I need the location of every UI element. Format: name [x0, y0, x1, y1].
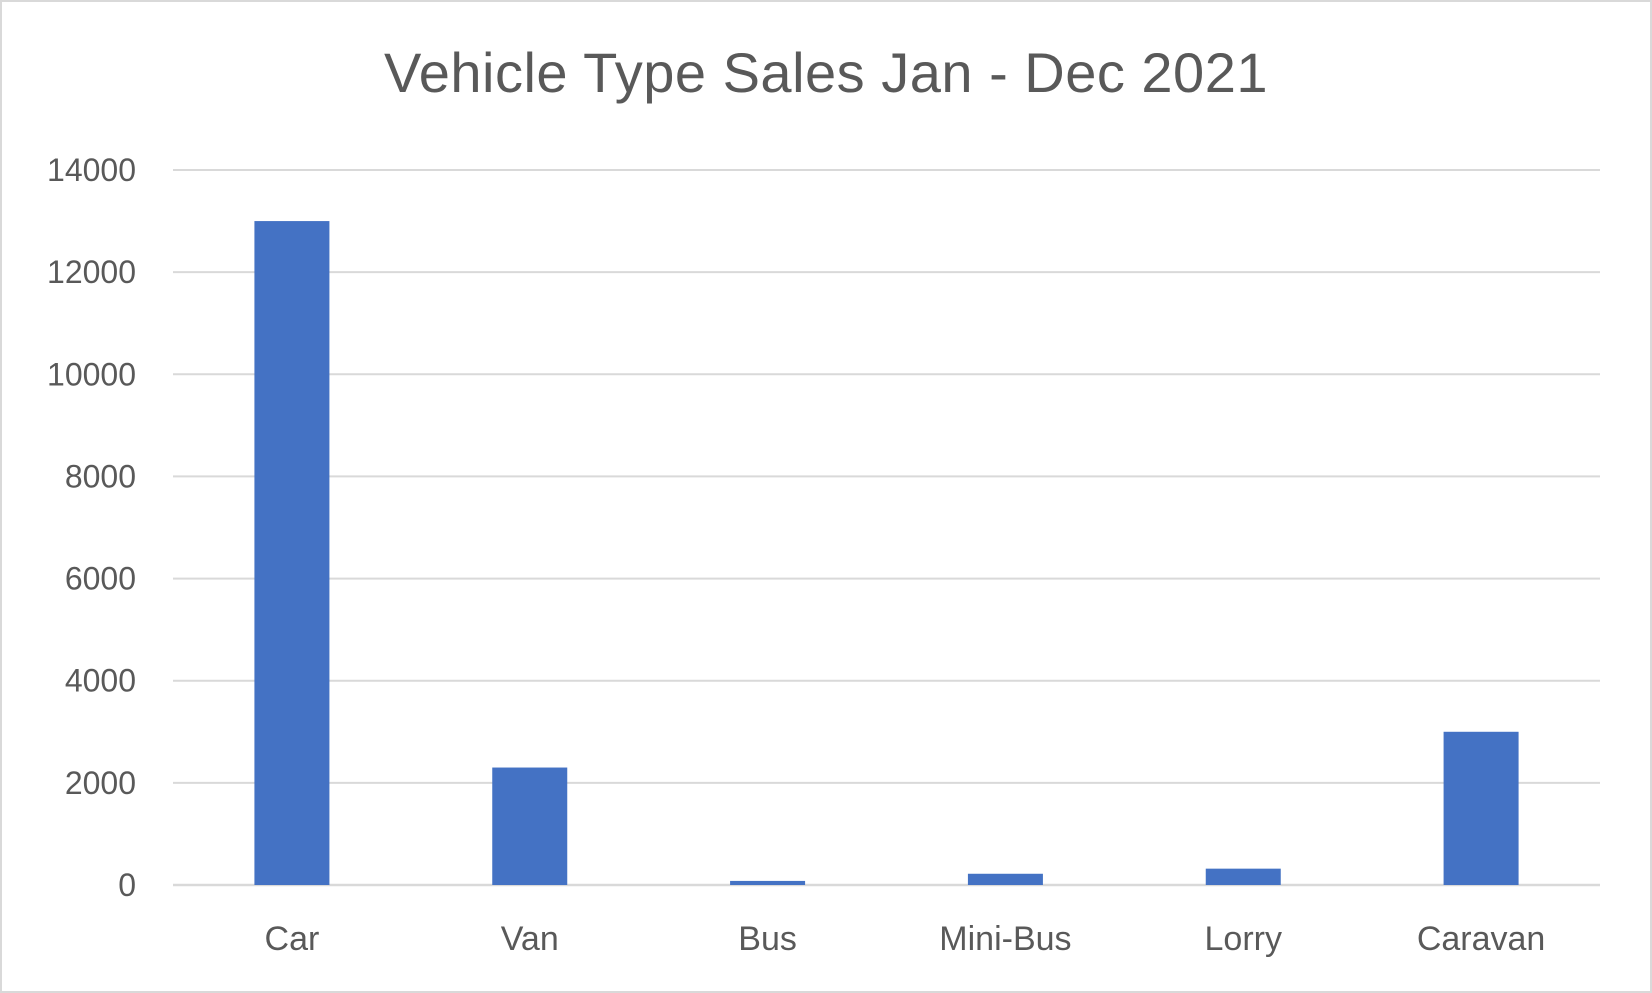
y-tick-label: 4000 [65, 663, 136, 699]
bar-van [492, 767, 568, 885]
gridlines [173, 169, 1600, 887]
bar-lorry [1205, 868, 1281, 885]
chart-title: Vehicle Type Sales Jan - Dec 2021 [383, 41, 1268, 104]
x-category-label: Bus [738, 920, 797, 958]
x-axis-category-labels: Car Van Bus Mini-Bus Lorry Caravan [265, 920, 1546, 958]
y-tick-label: 12000 [47, 254, 136, 290]
y-axis-tick-labels: 0 2000 4000 6000 8000 10000 12000 14000 [47, 152, 136, 903]
x-category-label: Car [265, 920, 320, 958]
y-tick-label: 0 [118, 867, 136, 903]
bars [254, 221, 1519, 886]
x-category-label: Lorry [1205, 920, 1282, 958]
bar-caravan [1443, 731, 1519, 885]
y-tick-label: 6000 [65, 561, 136, 597]
x-category-label: Mini-Bus [939, 920, 1071, 958]
bar-car [254, 221, 330, 886]
y-tick-label: 8000 [65, 458, 136, 494]
bar-mini-bus [967, 873, 1043, 885]
x-category-label: Caravan [1417, 920, 1546, 958]
y-tick-label: 10000 [47, 356, 136, 392]
y-tick-label: 2000 [65, 765, 136, 801]
x-category-label: Van [501, 920, 559, 958]
y-tick-label: 14000 [47, 152, 136, 188]
bar-bus [730, 880, 806, 885]
